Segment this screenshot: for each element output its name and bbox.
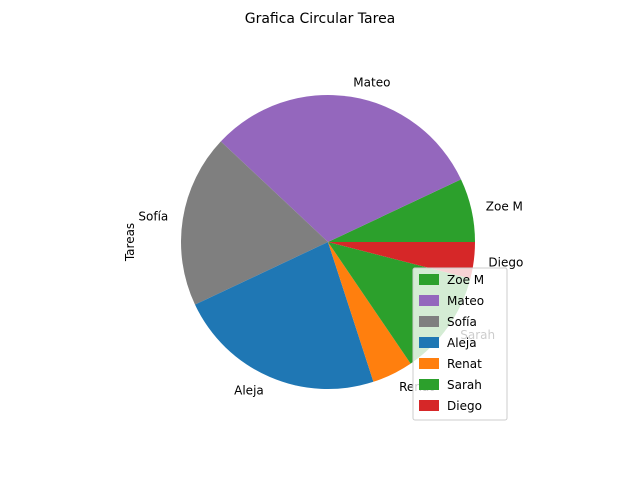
legend-swatch-sarah xyxy=(419,379,439,390)
pie-slices xyxy=(180,94,475,390)
pie-slice-mateo xyxy=(220,94,462,242)
legend: Zoe M Mateo Sofía Aleja Renat Sarah Diego xyxy=(412,267,508,421)
legend-label-sarah: Sarah xyxy=(447,378,482,392)
chart-title: Grafica Circular Tarea xyxy=(245,11,396,27)
legend-swatch-aleja xyxy=(419,337,439,348)
slice-label-diego: Diego xyxy=(488,255,523,269)
pie-slice-renat xyxy=(328,242,411,382)
legend-label-renat: Renat xyxy=(447,357,482,371)
legend-swatch-sofia xyxy=(419,316,439,327)
legend-swatch-renat xyxy=(419,358,439,369)
legend-label-diego: Diego xyxy=(447,399,482,413)
legend-swatch-diego xyxy=(419,400,439,411)
pie-slice-aleja xyxy=(194,242,374,390)
legend-label-mateo: Mateo xyxy=(447,294,484,308)
legend-swatch-zoe-m xyxy=(419,274,439,285)
slice-label-sofia: Sofía xyxy=(138,210,168,224)
legend-label-aleja: Aleja xyxy=(447,336,477,350)
slice-label-mateo: Mateo xyxy=(353,75,390,89)
legend-label-sofia: Sofía xyxy=(447,315,477,329)
y-axis-label: Tareas xyxy=(123,223,137,262)
pie-slice-zoe-m xyxy=(328,179,475,242)
slice-label-zoe-m: Zoe M xyxy=(486,200,523,214)
legend-label-zoe-m: Zoe M xyxy=(447,273,484,287)
legend-swatch-mateo xyxy=(419,295,439,306)
slice-label-aleja: Aleja xyxy=(234,383,264,397)
pie-slice-sofia xyxy=(180,141,328,305)
